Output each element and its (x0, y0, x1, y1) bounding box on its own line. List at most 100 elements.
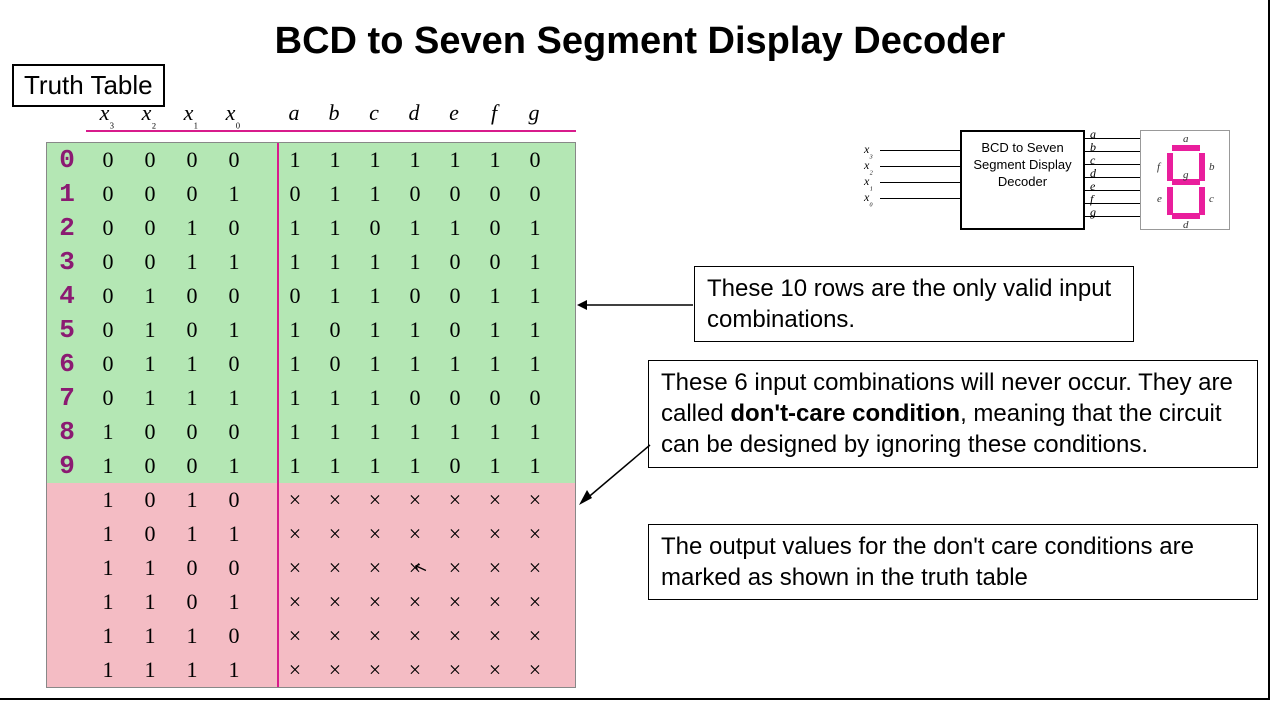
digit-cell: 3 (47, 245, 87, 279)
output-cell: 1 (275, 313, 315, 347)
input-cell: 1 (213, 245, 255, 279)
output-cell: 1 (355, 143, 395, 177)
input-cell: 1 (213, 585, 255, 619)
input-cell: 1 (129, 347, 171, 381)
output-cell: 1 (315, 381, 355, 415)
input-cell: 0 (213, 143, 255, 177)
output-cell: × (435, 517, 475, 551)
input-cell: 1 (213, 517, 255, 551)
output-cell: 1 (275, 415, 315, 449)
input-cell: 0 (87, 245, 129, 279)
segment-e (1167, 187, 1173, 215)
output-cell: 1 (515, 313, 555, 347)
output-cell: 1 (275, 245, 315, 279)
segment-c (1199, 187, 1205, 215)
block-diagram: BCD to Seven Segment Display Decoder x₃x… (860, 130, 1240, 240)
output-cell: 1 (475, 347, 515, 381)
output-cell: 1 (395, 211, 435, 245)
output-cell: × (355, 585, 395, 619)
output-cell: 1 (435, 143, 475, 177)
output-cell: 1 (355, 415, 395, 449)
input-cell: 0 (171, 177, 213, 211)
output-cell: 0 (435, 177, 475, 211)
output-cell: 0 (395, 381, 435, 415)
input-cell: 1 (213, 449, 255, 483)
output-cell: 1 (315, 449, 355, 483)
output-cell: 0 (395, 279, 435, 313)
input-cell: 0 (213, 483, 255, 517)
output-cell: 1 (355, 245, 395, 279)
output-cell: × (395, 483, 435, 517)
input-cell: 1 (171, 381, 213, 415)
output-cell: × (355, 551, 395, 585)
input-cell: 0 (213, 211, 255, 245)
table-row: 910011111011 (47, 449, 575, 483)
digit-cell (47, 483, 87, 517)
output-cell: 1 (315, 143, 355, 177)
anno2-bold: don't-care condition (730, 400, 960, 427)
input-cell: 0 (129, 177, 171, 211)
digit-cell (47, 619, 87, 653)
input-cell: 0 (129, 143, 171, 177)
output-cell: 1 (315, 211, 355, 245)
output-cell: 1 (435, 347, 475, 381)
header-cell: x₀ (212, 100, 254, 130)
digit-cell: 2 (47, 211, 87, 245)
output-cell: × (315, 551, 355, 585)
output-cell: 0 (435, 449, 475, 483)
output-cell: × (355, 653, 395, 687)
output-cell: 1 (275, 449, 315, 483)
digit-cell: 7 (47, 381, 87, 415)
output-cell: 0 (475, 381, 515, 415)
header-cell: d (394, 100, 434, 130)
page-title: BCD to Seven Segment Display Decoder (0, 20, 1280, 63)
segment-a (1172, 145, 1200, 151)
input-wire (880, 150, 960, 151)
input-cell: 1 (213, 313, 255, 347)
output-cell: 1 (315, 279, 355, 313)
input-cell: 0 (129, 245, 171, 279)
output-cell: 0 (435, 279, 475, 313)
output-cell: × (275, 585, 315, 619)
input-cell: 0 (87, 347, 129, 381)
output-cell: × (515, 585, 555, 619)
output-cell: × (475, 619, 515, 653)
table-row: 701111110000 (47, 381, 575, 415)
output-cell: × (435, 585, 475, 619)
input-cell: 1 (129, 381, 171, 415)
output-cell: 1 (275, 347, 315, 381)
annotation-dont-care: These 6 input combinations will never oc… (648, 360, 1258, 468)
output-cell: × (355, 483, 395, 517)
output-cell: 1 (475, 279, 515, 313)
output-cell: × (475, 551, 515, 585)
table-row: 1011××××××× (47, 517, 575, 551)
output-cell: 1 (355, 347, 395, 381)
input-cell: 0 (129, 449, 171, 483)
input-cell: 1 (171, 517, 213, 551)
header-cell (254, 100, 274, 130)
input-cell: 0 (171, 585, 213, 619)
input-cell: 0 (171, 313, 213, 347)
header-cell: e (434, 100, 474, 130)
digit-cell (47, 653, 87, 687)
output-cell: × (315, 653, 355, 687)
header-cell: x₃ (86, 100, 128, 130)
input-cell: 0 (87, 381, 129, 415)
input-cell: 1 (87, 619, 129, 653)
output-cell: × (515, 483, 555, 517)
input-cell: 0 (213, 619, 255, 653)
output-cell: 0 (515, 381, 555, 415)
output-cell: 1 (275, 143, 315, 177)
table-row: 501011011011 (47, 313, 575, 347)
input-cell: 0 (129, 415, 171, 449)
output-cell: × (395, 653, 435, 687)
output-cell: × (315, 517, 355, 551)
input-cell: 1 (129, 585, 171, 619)
table-row: 1010××××××× (47, 483, 575, 517)
table-row: 810001111111 (47, 415, 575, 449)
output-cell: × (515, 551, 555, 585)
output-cell: 0 (315, 313, 355, 347)
input-cell: 1 (87, 449, 129, 483)
output-cell: 1 (355, 449, 395, 483)
output-cell: 0 (515, 177, 555, 211)
